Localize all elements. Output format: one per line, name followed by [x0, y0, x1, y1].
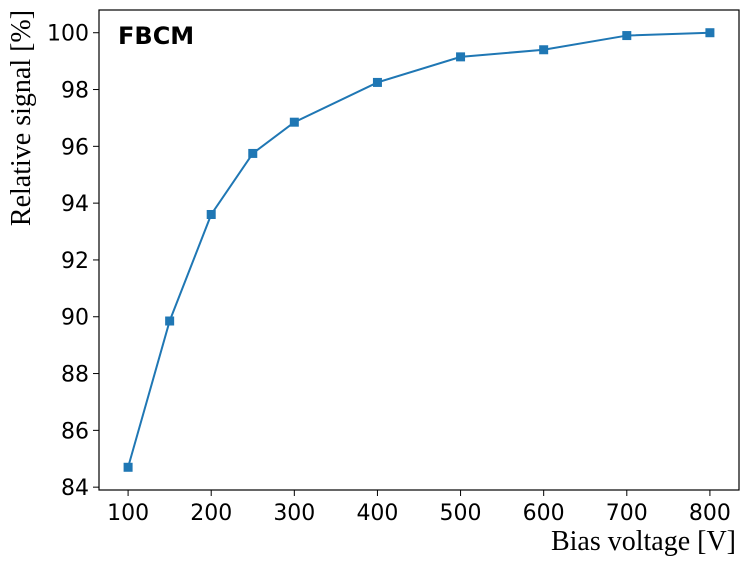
- y-tick-label: 88: [61, 363, 89, 388]
- data-point: [372, 77, 382, 87]
- y-tick-label: 92: [61, 249, 89, 274]
- y-tick-label: 100: [47, 22, 89, 47]
- series-group: [123, 28, 715, 472]
- x-axis-label: Bias voltage [V]: [551, 526, 736, 557]
- x-tick-label: 300: [273, 501, 315, 526]
- data-point: [456, 52, 466, 62]
- x-tick-label: 800: [689, 501, 731, 526]
- data-point: [206, 209, 216, 219]
- series-line: [127, 31, 710, 468]
- y-tick-label: 86: [61, 419, 89, 444]
- y-tick-label: 96: [61, 135, 89, 160]
- data-point: [165, 316, 175, 326]
- x-axis-ticks: 100 200 300 400 500 600 700 800: [107, 490, 731, 526]
- x-tick-label: 700: [606, 501, 648, 526]
- y-axis-label: Relative signal [%]: [6, 10, 37, 226]
- data-point: [622, 31, 632, 41]
- y-axis-ticks: 84 86 88 90 92 94 96 98 100: [47, 22, 99, 501]
- y-tick-label: 84: [61, 476, 89, 501]
- x-tick-label: 100: [107, 501, 149, 526]
- plot-frame: [98, 9, 740, 491]
- chart-annotation: FBCM: [118, 22, 194, 50]
- y-tick-label: 98: [61, 79, 89, 104]
- x-tick-label: 400: [356, 501, 398, 526]
- data-point: [289, 117, 299, 127]
- x-tick-label: 600: [523, 501, 565, 526]
- x-tick-label: 200: [190, 501, 232, 526]
- data-point: [123, 462, 133, 472]
- x-tick-label: 500: [440, 501, 482, 526]
- data-point: [248, 148, 258, 158]
- data-point: [539, 45, 549, 55]
- y-tick-label: 94: [61, 192, 89, 217]
- y-tick-label: 90: [61, 306, 89, 331]
- data-point: [705, 28, 715, 38]
